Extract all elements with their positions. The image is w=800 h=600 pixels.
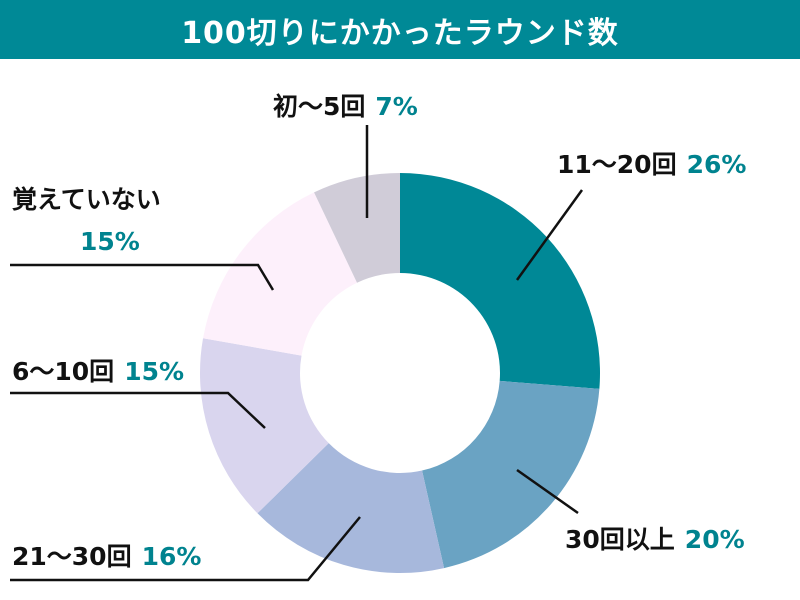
donut-slice-4 bbox=[203, 192, 358, 356]
slice-label-30plus: 30回以上 20% bbox=[565, 525, 745, 554]
donut-slice-2 bbox=[257, 443, 445, 573]
slice-label-11-20: 11〜20回 26% bbox=[557, 150, 747, 179]
slice-label-first-5: 初〜5回 7% bbox=[273, 92, 418, 121]
slice-value-unknown: 15% bbox=[80, 227, 140, 256]
chart-title: 100切りにかかったラウンド数 bbox=[0, 0, 800, 59]
leader-line-11-20 bbox=[515, 189, 584, 281]
leader-line-unknown bbox=[10, 263, 275, 291]
leader-line-30plus bbox=[516, 468, 579, 515]
slice-label-21-30: 21〜30回 16% bbox=[12, 542, 202, 571]
donut-slice-0 bbox=[400, 173, 600, 389]
slice-label-6-10: 6〜10回 15% bbox=[12, 357, 185, 386]
slice-label-unknown: 覚えていない bbox=[12, 185, 161, 214]
donut-slice-5 bbox=[314, 173, 400, 283]
leader-line-21-30 bbox=[10, 516, 361, 582]
leader-line-6-10 bbox=[10, 391, 266, 429]
donut-slice-1 bbox=[422, 380, 600, 569]
